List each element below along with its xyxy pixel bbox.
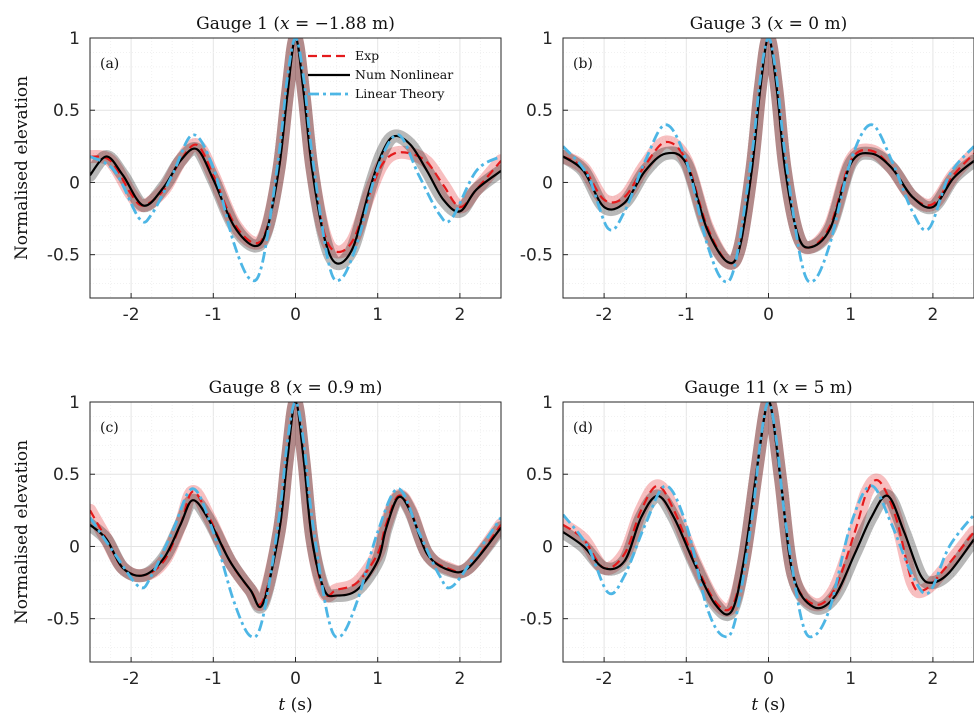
x-tick-label: 2 xyxy=(927,669,938,689)
x-axis-label-unit: (s) xyxy=(758,695,785,715)
panel-title-post: = 0 m) xyxy=(783,14,847,34)
y-tick-label: -0.5 xyxy=(47,610,80,630)
panel-d: -2 -1 0 1 2 -0.5 0 0.5 1 Gauge 11 (x = 5 m) (d) t (… xyxy=(520,378,974,715)
grid xyxy=(562,401,974,663)
panel-title-pre: Gauge 11 ( xyxy=(684,378,779,398)
panel-title: Gauge 11 (x = 5 m) xyxy=(684,378,852,398)
x-tick-label: 1 xyxy=(372,669,383,689)
legend-label-num-nonlinear: Num Nonlinear xyxy=(355,67,453,82)
panel-title-variable: x xyxy=(293,378,303,398)
y-tick-label: 0.5 xyxy=(526,465,553,485)
y-tick-label: 1 xyxy=(542,393,553,413)
x-tick-label: -1 xyxy=(205,669,222,689)
y-tick-label: 0.5 xyxy=(53,101,80,121)
y-tick-label: -0.5 xyxy=(47,246,80,266)
y-tick-label: 0 xyxy=(542,537,553,557)
y-axis-label: Normalised elevation xyxy=(12,440,32,624)
y-tick-label: 0.5 xyxy=(53,465,80,485)
x-tick-label: 0 xyxy=(763,669,774,689)
series-line-num-nonlinear xyxy=(563,38,974,265)
series-line-linear-theory xyxy=(90,38,501,283)
x-tick-label: 0 xyxy=(290,305,301,325)
legend-label-linear-theory: Linear Theory xyxy=(355,86,445,101)
panel-title: Gauge 8 (x = 0.9 m) xyxy=(209,378,383,398)
x-tick-label: 2 xyxy=(454,669,465,689)
panel-title-post: = 0.9 m) xyxy=(302,378,382,398)
y-tick-label: 0 xyxy=(69,173,80,193)
x-tick-label: 0 xyxy=(290,669,301,689)
ticks: -2 -1 0 1 2 -0.5 0 0.5 1 xyxy=(520,393,938,689)
panel-tag: (a) xyxy=(100,56,119,72)
x-tick-label: -1 xyxy=(678,669,695,689)
panel-title-pre: Gauge 1 ( xyxy=(196,14,280,34)
x-axis-label: t (s) xyxy=(751,695,785,715)
panel-title-pre: Gauge 3 ( xyxy=(690,14,774,34)
grid xyxy=(562,37,974,299)
y-tick-label: -0.5 xyxy=(520,610,553,630)
panel-tag: (c) xyxy=(100,420,119,436)
ticks: -2 -1 0 1 2 -0.5 0 0.5 1 xyxy=(47,393,465,689)
x-axis-label-unit: (s) xyxy=(285,695,312,715)
x-axis-label: t (s) xyxy=(278,695,312,715)
series-line-linear-theory xyxy=(90,402,501,639)
panel-a: -2 -1 0 1 2 -0.5 0 0.5 1 Gauge 1 (x = −1.88 m) (a)… xyxy=(12,14,502,325)
y-tick-label: 0.5 xyxy=(526,101,553,121)
legend: Exp Num Nonlinear Linear Theory xyxy=(308,48,453,101)
x-tick-label: 2 xyxy=(927,305,938,325)
panel-tag: (b) xyxy=(573,56,593,72)
ticks: -2 -1 0 1 2 -0.5 0 0.5 1 xyxy=(520,29,938,325)
x-axis-label-variable: t xyxy=(278,695,285,715)
panel-title-variable: x xyxy=(280,14,290,34)
y-tick-label: 0 xyxy=(542,173,553,193)
y-tick-label: 1 xyxy=(542,29,553,49)
x-tick-label: -1 xyxy=(205,305,222,325)
panel-title-pre: Gauge 8 ( xyxy=(209,378,293,398)
y-axis-label: Normalised elevation xyxy=(12,76,32,260)
panel-title: Gauge 1 (x = −1.88 m) xyxy=(196,14,395,34)
y-tick-label: 0 xyxy=(69,537,80,557)
x-tick-label: 2 xyxy=(454,305,465,325)
legend-label-exp: Exp xyxy=(355,48,379,63)
plot-area xyxy=(563,38,974,284)
x-tick-label: -2 xyxy=(123,669,140,689)
series-line-linear-theory xyxy=(563,38,974,284)
ticks: -2 -1 0 1 2 -0.5 0 0.5 1 xyxy=(47,29,465,325)
x-tick-label: 1 xyxy=(845,669,856,689)
panel-title-post: = 5 m) xyxy=(789,378,853,398)
plot-area xyxy=(90,38,501,283)
x-tick-label: -2 xyxy=(123,305,140,325)
x-tick-label: -1 xyxy=(678,305,695,325)
y-tick-label: -0.5 xyxy=(520,246,553,266)
panel-tag: (d) xyxy=(573,420,593,436)
x-tick-label: 1 xyxy=(845,305,856,325)
panel-title: Gauge 3 (x = 0 m) xyxy=(690,14,848,34)
panel-b: -2 -1 0 1 2 -0.5 0 0.5 1 Gauge 3 (x = 0 m) (b) xyxy=(520,14,974,325)
panel-title-variable: x xyxy=(779,378,789,398)
panel-title-variable: x xyxy=(774,14,784,34)
x-tick-label: -2 xyxy=(596,669,613,689)
x-tick-label: 1 xyxy=(372,305,383,325)
series-line-linear-theory xyxy=(563,402,974,639)
y-tick-label: 1 xyxy=(69,393,80,413)
x-axis-label-variable: t xyxy=(751,695,758,715)
x-tick-label: -2 xyxy=(596,305,613,325)
panel-title-post: = −1.88 m) xyxy=(290,14,395,34)
y-tick-label: 1 xyxy=(69,29,80,49)
panel-c: -2 -1 0 1 2 -0.5 0 0.5 1 Gauge 8 (x = 0.9 m) (c) No… xyxy=(12,378,502,715)
x-tick-label: 0 xyxy=(763,305,774,325)
